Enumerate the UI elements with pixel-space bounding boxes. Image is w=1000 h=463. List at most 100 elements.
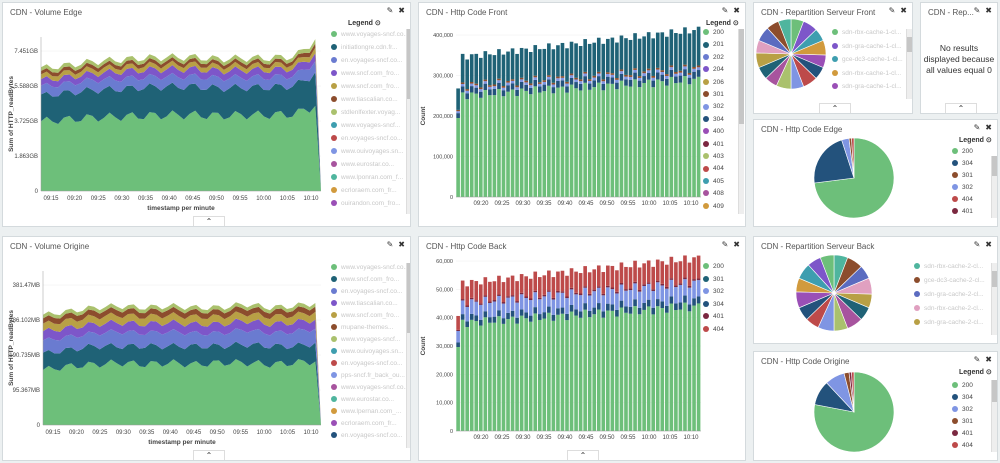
legend-item[interactable]: 404 — [952, 196, 973, 203]
legend-item[interactable]: pps-sncf.fr_back_ou... — [331, 372, 405, 379]
legend-item[interactable]: 401 — [703, 313, 724, 320]
legend-item[interactable]: 301 — [952, 172, 973, 179]
legend-item[interactable]: sdn-gra-cache-1-cl... — [832, 83, 902, 90]
legend-scrollbar[interactable] — [991, 263, 997, 335]
legend-item[interactable]: 200 — [703, 29, 724, 36]
legend-item[interactable]: www.eurostar.co... — [331, 396, 394, 403]
legend-item[interactable]: mupane-themes... — [331, 324, 393, 331]
legend-item[interactable]: www.sncf.com_fro... — [331, 83, 399, 90]
legend-item[interactable]: 404 — [952, 442, 973, 449]
legend-item[interactable]: 304 — [952, 160, 973, 167]
legend-scrollbar[interactable] — [991, 156, 997, 218]
legend-item[interactable]: www.voyages-sncf.co... — [331, 31, 409, 38]
edit-pencil-icon[interactable]: ✎ — [721, 6, 729, 15]
legend-item[interactable]: en.voyages-sncf.co... — [331, 57, 402, 64]
close-icon[interactable]: ✖ — [985, 123, 992, 132]
legend-item[interactable]: sdn-rbx-cache-1-cl... — [832, 29, 901, 36]
legend-item[interactable]: 404 — [703, 326, 724, 333]
legend-item[interactable]: 304 — [952, 394, 973, 401]
legend-item[interactable]: www.lponran.com_f... — [331, 174, 403, 181]
close-icon[interactable]: ✖ — [398, 6, 405, 15]
collapse-chevron-icon[interactable]: ⌃ — [945, 103, 977, 113]
legend-item[interactable]: 304 — [703, 301, 724, 308]
legend-item[interactable]: 403 — [703, 153, 724, 160]
legend-header[interactable]: Legend ⊙ — [959, 369, 992, 376]
legend-item[interactable]: sdn-rbx-cache-1-cl... — [832, 70, 901, 77]
edit-pencil-icon[interactable]: ✎ — [973, 123, 981, 132]
close-icon[interactable]: ✖ — [733, 6, 740, 15]
legend-item[interactable]: 301 — [703, 276, 724, 283]
edit-pencil-icon[interactable]: ✎ — [973, 6, 981, 15]
legend-item[interactable]: ecrloraem.com_fr... — [331, 420, 397, 427]
legend-item[interactable]: www.lpernan.com_... — [331, 408, 401, 415]
legend-item[interactable]: en.voyages-sncf.co... — [331, 432, 402, 439]
legend-item[interactable]: 400 — [703, 128, 724, 135]
legend-item[interactable]: 200 — [952, 148, 973, 155]
legend-item[interactable]: sdn-gra-cache-2-cl... — [914, 319, 984, 326]
close-icon[interactable]: ✖ — [985, 6, 992, 15]
legend-item[interactable]: ecrloraem.com_fr... — [331, 187, 397, 194]
legend-item[interactable]: www.sncf.com_fro... — [331, 312, 399, 319]
legend-item[interactable]: 200 — [703, 263, 724, 270]
edit-pencil-icon[interactable]: ✎ — [973, 240, 981, 249]
close-icon[interactable]: ✖ — [985, 355, 992, 364]
legend-item[interactable]: www.tiascalian.co... — [331, 96, 398, 103]
legend-item[interactable]: 404 — [703, 165, 724, 172]
legend-item[interactable]: ouirandon.com_fro... — [331, 200, 401, 207]
legend-item[interactable]: sdn-gra-cache-2-cl... — [914, 291, 984, 298]
legend-item[interactable]: stdlenlfexter.voyag... — [331, 109, 400, 116]
legend-item[interactable]: www.voyages-sncf.co... — [331, 264, 409, 271]
legend-item[interactable]: 409 — [703, 203, 724, 210]
legend-item[interactable]: 206 — [703, 79, 724, 86]
legend-item[interactable]: sdn-rbx-cache-2-cl... — [914, 305, 983, 312]
legend-item[interactable]: 302 — [952, 406, 973, 413]
legend-item[interactable]: gce-dc3-cache-1-cl... — [832, 56, 903, 63]
legend-item[interactable]: gce-dc3-cache-2-cl... — [914, 277, 985, 284]
legend-scrollbar[interactable] — [406, 29, 410, 214]
legend-item[interactable]: www.ouivoyages.sn... — [331, 348, 404, 355]
legend-item[interactable]: en.voyages-sncf.co... — [331, 360, 402, 367]
legend-scrollbar[interactable] — [991, 380, 997, 452]
legend-scrollbar[interactable] — [738, 29, 744, 214]
legend-item[interactable]: sdn-rbx-cache-2-cl... — [914, 263, 983, 270]
close-icon[interactable]: ✖ — [733, 240, 740, 249]
legend-scrollbar[interactable] — [906, 29, 912, 99]
legend-item[interactable]: www.voyages-sncf... — [331, 122, 400, 129]
close-icon[interactable]: ✖ — [900, 6, 907, 15]
collapse-chevron-icon[interactable]: ⌃ — [819, 103, 851, 113]
legend-item[interactable]: 302 — [703, 288, 724, 295]
legend-item[interactable]: 200 — [952, 382, 973, 389]
legend-item[interactable]: 405 — [703, 178, 724, 185]
legend-item[interactable]: www.sncf.com_fro... — [331, 276, 399, 283]
edit-pencil-icon[interactable]: ✎ — [721, 240, 729, 249]
legend-scrollbar[interactable] — [406, 263, 410, 448]
edit-pencil-icon[interactable]: ✎ — [973, 355, 981, 364]
legend-item[interactable]: 301 — [703, 91, 724, 98]
legend-header[interactable]: Legend ⊙ — [959, 137, 992, 144]
legend-item[interactable]: 401 — [952, 430, 973, 437]
legend-item[interactable]: 304 — [703, 116, 724, 123]
legend-item[interactable]: 401 — [703, 141, 724, 148]
legend-item[interactable]: 204 — [703, 66, 724, 73]
edit-pencil-icon[interactable]: ✎ — [386, 240, 394, 249]
legend-item[interactable]: 408 — [703, 190, 724, 197]
legend-item[interactable]: 302 — [952, 184, 973, 191]
edit-pencil-icon[interactable]: ✎ — [888, 6, 896, 15]
collapse-chevron-icon[interactable]: ⌃ — [567, 450, 599, 460]
legend-item[interactable]: 301 — [952, 418, 973, 425]
legend-item[interactable]: www.voyages-sncf.co... — [331, 384, 409, 391]
legend-item[interactable]: 201 — [703, 41, 724, 48]
legend-item[interactable]: 202 — [703, 54, 724, 61]
legend-item[interactable]: sdn-gra-cache-1-cl... — [832, 43, 902, 50]
collapse-chevron-icon[interactable]: ⌃ — [193, 450, 225, 460]
legend-item[interactable]: www.eurostar.co... — [331, 161, 394, 168]
legend-item[interactable]: www.tiascalian.co... — [331, 300, 398, 307]
legend-item[interactable]: initiatlongre.cdn.fr... — [331, 44, 397, 51]
legend-header[interactable]: Legend ⊙ — [706, 20, 739, 27]
legend-header[interactable]: Legend ⊙ — [348, 20, 381, 27]
close-icon[interactable]: ✖ — [398, 240, 405, 249]
legend-item[interactable]: www.ouivoyages.sn... — [331, 148, 404, 155]
legend-item[interactable]: www.voyages-sncf... — [331, 336, 400, 343]
collapse-chevron-icon[interactable]: ⌃ — [193, 216, 225, 226]
legend-item[interactable]: en.voyages-sncf.co... — [331, 288, 402, 295]
